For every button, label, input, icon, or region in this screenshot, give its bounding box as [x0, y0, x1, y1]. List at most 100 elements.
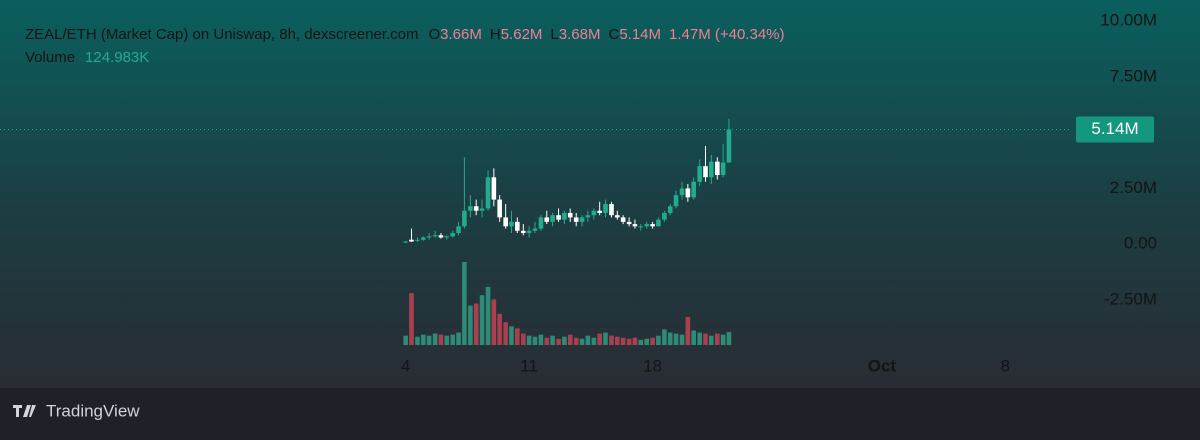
candle-body: [603, 204, 608, 213]
volume-bar: [444, 335, 450, 345]
volume-bar: [697, 332, 702, 345]
brand-name: TradingView: [46, 401, 140, 420]
candle-body: [685, 188, 691, 198]
candle-body: [403, 241, 408, 243]
volume-bar: [709, 335, 714, 345]
x-tick-label: 18: [643, 356, 662, 375]
volume-bar: [656, 335, 661, 345]
last-price-badge: [1076, 116, 1154, 143]
candle-body: [420, 237, 426, 240]
candle-body: [632, 224, 638, 227]
volume-bar: [573, 337, 579, 345]
candle-body: [526, 230, 532, 234]
brand: TradingView: [13, 401, 140, 420]
y-tick-label: 2.50M: [1110, 178, 1157, 197]
candle-body: [644, 224, 650, 227]
volume-bar: [644, 338, 650, 345]
candle-body: [567, 212, 573, 218]
volume-bar: [620, 337, 626, 345]
volume-bar: [462, 262, 467, 345]
last-price-label: 5.14M: [1091, 119, 1138, 138]
candle-body: [462, 210, 467, 227]
volume-bar: [715, 333, 720, 345]
volume-bar: [556, 338, 561, 345]
candle-body: [679, 188, 685, 196]
candle-body: [626, 221, 632, 225]
volume-bar: [403, 335, 408, 345]
candle-body: [473, 206, 479, 211]
volume-bar: [567, 334, 573, 345]
candle-body: [456, 226, 461, 234]
volume-bar: [473, 303, 479, 345]
volume-bar: [520, 333, 526, 345]
volume-bar: [720, 334, 726, 345]
volume-bar: [420, 334, 426, 345]
high-label: H: [490, 26, 501, 43]
low-value: 3.68M: [559, 26, 601, 43]
volume-bar: [456, 332, 461, 345]
close-value: 5.14M: [619, 26, 661, 43]
volume-bar: [538, 334, 544, 345]
volume-bar: [597, 333, 602, 345]
volume-bar: [650, 337, 655, 345]
candle-body: [515, 221, 520, 231]
open-label: O: [429, 26, 441, 43]
candle-body: [497, 199, 502, 218]
volume-value: 124.983K: [85, 49, 149, 66]
candle-body: [532, 228, 538, 231]
x-tick-label: 8: [1001, 356, 1010, 375]
volume-bar: [673, 333, 679, 345]
candle-body: [479, 208, 485, 211]
high-value: 5.62M: [501, 26, 543, 43]
volume-bar: [562, 336, 567, 345]
volume-bar: [603, 332, 608, 345]
candle-body: [468, 206, 473, 211]
candle-body: [615, 215, 620, 218]
volume-bar: [544, 337, 550, 345]
candle-body: [444, 236, 450, 238]
volume-bar: [662, 329, 667, 345]
candle-body: [697, 166, 702, 182]
open-value: 3.66M: [440, 26, 482, 43]
volume-bar: [550, 335, 555, 345]
volume-bar: [468, 305, 473, 345]
volume-label: Volume: [25, 49, 75, 66]
volume-bar: [703, 333, 708, 345]
volume-bar: [685, 316, 691, 345]
candle-body: [673, 195, 679, 207]
y-tick-label: 10.00M: [1100, 11, 1157, 30]
candle-body: [609, 204, 614, 216]
candle-body: [573, 217, 579, 222]
volume-bar: [432, 333, 438, 345]
chart-title: ZEAL/ETH (Market Cap) on Uniswap, 8h, de…: [25, 26, 419, 43]
candle-body: [485, 177, 491, 209]
candle-body: [703, 166, 708, 178]
candle-body: [544, 217, 550, 222]
volume-bar: [509, 326, 514, 345]
change-value: 1.47M (+40.34%): [669, 26, 784, 43]
candle-body: [656, 219, 661, 227]
candle-body: [509, 221, 514, 227]
volume-bar: [579, 338, 585, 345]
volume-bar: [409, 293, 414, 345]
volume-bar: [615, 336, 620, 345]
volume-bar: [626, 338, 632, 345]
y-tick-label: 7.50M: [1110, 66, 1157, 85]
volume-bar: [526, 335, 532, 345]
candle-body: [450, 233, 456, 237]
volume-bar: [485, 286, 491, 345]
volume-bar: [667, 332, 673, 345]
candle-body: [503, 217, 508, 227]
volume-bar: [691, 330, 696, 345]
volume-bar: [479, 295, 485, 345]
volume-bar: [679, 334, 685, 345]
candle-body: [438, 235, 444, 238]
volume-bar: [532, 336, 538, 345]
candle-body: [415, 239, 420, 241]
candle-body: [520, 230, 526, 234]
low-label: L: [550, 26, 558, 43]
volume-legend: Volume 124.983K: [25, 49, 149, 66]
volume-bar: [491, 299, 497, 345]
candle-body: [638, 226, 644, 228]
close-label: C: [608, 26, 619, 43]
